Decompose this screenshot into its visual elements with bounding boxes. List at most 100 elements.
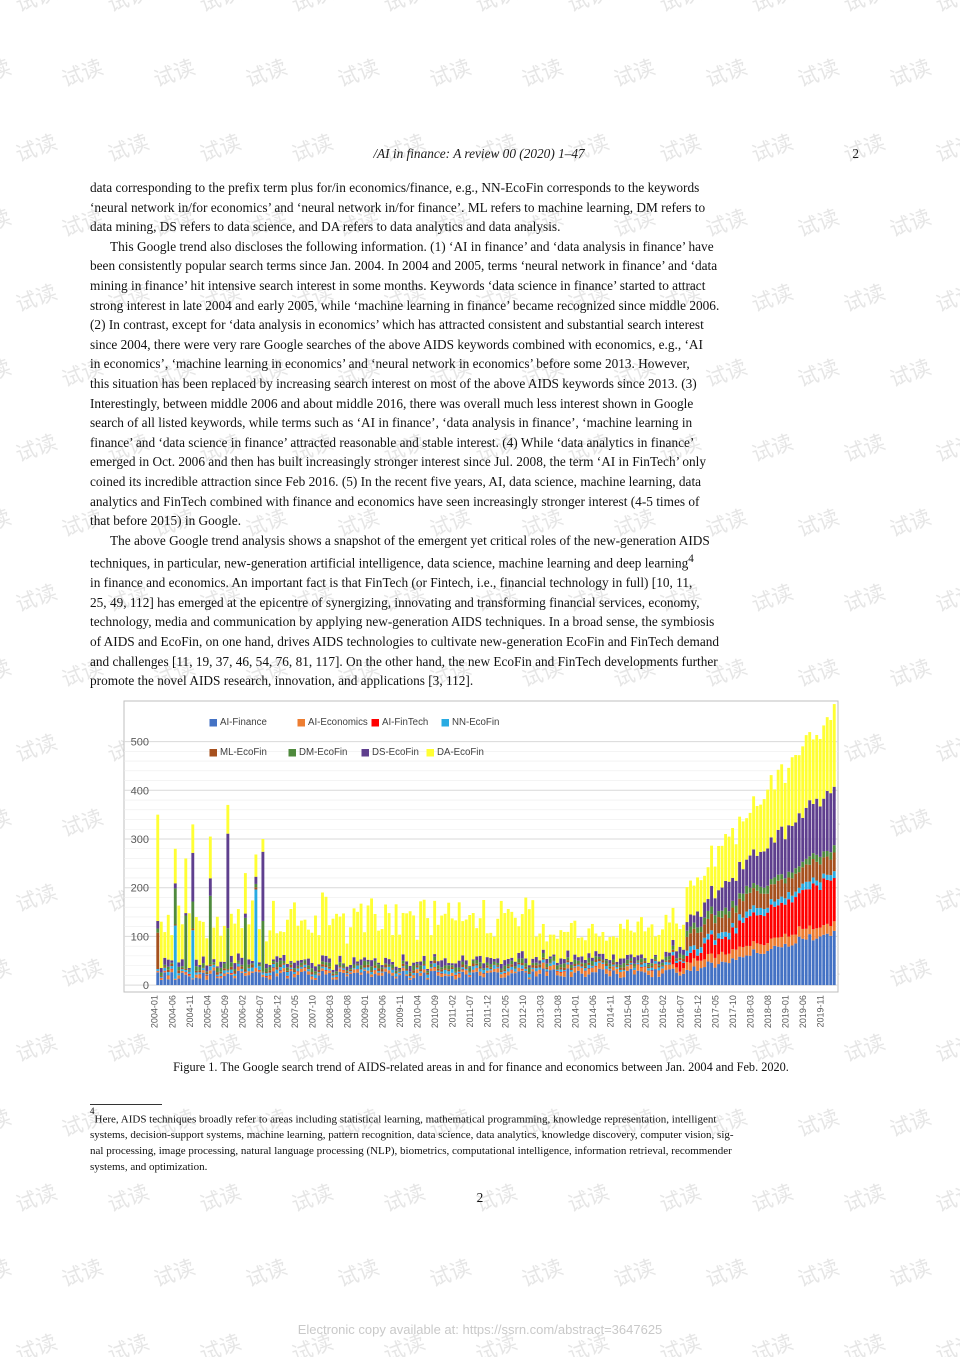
svg-text:试读: 试读 bbox=[611, 56, 658, 92]
svg-text:2014-06: 2014-06 bbox=[588, 995, 598, 1028]
svg-text:试读: 试读 bbox=[243, 56, 290, 92]
svg-text:试读: 试读 bbox=[0, 506, 14, 542]
svg-text:试读: 试读 bbox=[703, 1256, 750, 1292]
svg-text:试读: 试读 bbox=[887, 806, 934, 842]
svg-text:2016-12: 2016-12 bbox=[693, 995, 703, 1028]
svg-text:试读: 试读 bbox=[59, 1256, 106, 1292]
svg-text:试读: 试读 bbox=[335, 56, 382, 92]
svg-text:试读: 试读 bbox=[933, 881, 960, 917]
svg-text:试读: 试读 bbox=[841, 881, 888, 917]
svg-text:试读: 试读 bbox=[703, 56, 750, 92]
svg-text:试读: 试读 bbox=[59, 56, 106, 92]
svg-text:试读: 试读 bbox=[0, 1256, 14, 1292]
svg-text:2018-03: 2018-03 bbox=[746, 995, 756, 1028]
svg-text:试读: 试读 bbox=[795, 1256, 842, 1292]
svg-text:试读: 试读 bbox=[0, 56, 14, 92]
svg-text:100: 100 bbox=[131, 931, 149, 943]
svg-text:2013-08: 2013-08 bbox=[553, 995, 563, 1028]
svg-text:2018-08: 2018-08 bbox=[763, 995, 773, 1028]
svg-text:2005-04: 2005-04 bbox=[202, 995, 212, 1028]
svg-text:试读: 试读 bbox=[13, 1031, 60, 1067]
svg-text:DA-EcoFin: DA-EcoFin bbox=[437, 747, 484, 758]
svg-text:试读: 试读 bbox=[887, 56, 934, 92]
svg-text:2015-04: 2015-04 bbox=[623, 995, 633, 1028]
svg-text:试读: 试读 bbox=[0, 956, 14, 992]
svg-text:试读: 试读 bbox=[933, 731, 960, 767]
svg-text:2004-06: 2004-06 bbox=[167, 995, 177, 1028]
svg-text:2004-11: 2004-11 bbox=[185, 995, 195, 1027]
svg-text:试读: 试读 bbox=[611, 1256, 658, 1292]
svg-text:试读: 试读 bbox=[519, 1256, 566, 1292]
svg-text:2009-11: 2009-11 bbox=[395, 995, 405, 1027]
svg-text:2017-05: 2017-05 bbox=[711, 995, 721, 1028]
svg-text:试读: 试读 bbox=[933, 1031, 960, 1067]
svg-text:试读: 试读 bbox=[887, 206, 934, 242]
svg-text:试读: 试读 bbox=[335, 1256, 382, 1292]
svg-text:试读: 试读 bbox=[13, 581, 60, 617]
svg-text:DS-EcoFin: DS-EcoFin bbox=[372, 747, 419, 758]
svg-text:2011-07: 2011-07 bbox=[465, 995, 475, 1027]
svg-text:试读: 试读 bbox=[59, 806, 106, 842]
svg-text:2017-10: 2017-10 bbox=[728, 995, 738, 1028]
svg-text:试读: 试读 bbox=[197, 0, 244, 17]
svg-text:2010-09: 2010-09 bbox=[430, 995, 440, 1028]
svg-text:2019-06: 2019-06 bbox=[798, 995, 808, 1028]
svg-text:AI-Economics: AI-Economics bbox=[308, 717, 368, 728]
svg-text:2019-11: 2019-11 bbox=[816, 995, 826, 1027]
svg-text:AI-FinTech: AI-FinTech bbox=[382, 717, 428, 728]
svg-text:2005-09: 2005-09 bbox=[220, 995, 230, 1028]
svg-text:试读: 试读 bbox=[13, 0, 60, 17]
svg-text:400: 400 bbox=[131, 785, 149, 797]
svg-text:NN-EcoFin: NN-EcoFin bbox=[452, 717, 499, 728]
svg-text:2008-08: 2008-08 bbox=[343, 995, 353, 1028]
svg-text:2012-05: 2012-05 bbox=[500, 995, 510, 1028]
svg-text:2010-04: 2010-04 bbox=[413, 995, 423, 1028]
svg-text:2016-07: 2016-07 bbox=[676, 995, 686, 1028]
svg-text:试读: 试读 bbox=[565, 0, 612, 17]
svg-text:试读: 试读 bbox=[13, 881, 60, 917]
svg-text:2006-12: 2006-12 bbox=[272, 995, 282, 1028]
svg-text:0: 0 bbox=[143, 980, 149, 992]
svg-text:试读: 试读 bbox=[887, 656, 934, 692]
svg-text:2013-03: 2013-03 bbox=[535, 995, 545, 1028]
svg-text:试读: 试读 bbox=[243, 1256, 290, 1292]
svg-text:试读: 试读 bbox=[933, 581, 960, 617]
svg-text:2019-01: 2019-01 bbox=[781, 995, 791, 1028]
svg-text:ML-EcoFin: ML-EcoFin bbox=[220, 747, 267, 758]
svg-text:试读: 试读 bbox=[59, 956, 106, 992]
svg-text:试读: 试读 bbox=[13, 731, 60, 767]
svg-text:2014-11: 2014-11 bbox=[605, 995, 615, 1027]
svg-text:2004-01: 2004-01 bbox=[150, 995, 160, 1028]
svg-text:试读: 试读 bbox=[0, 1106, 14, 1142]
svg-text:2006-07: 2006-07 bbox=[255, 995, 265, 1028]
svg-text:试读: 试读 bbox=[887, 356, 934, 392]
svg-text:试读: 试读 bbox=[795, 56, 842, 92]
svg-text:试读: 试读 bbox=[841, 0, 888, 17]
svg-text:试读: 试读 bbox=[151, 1256, 198, 1292]
svg-text:试读: 试读 bbox=[749, 0, 796, 17]
svg-text:试读: 试读 bbox=[887, 1106, 934, 1142]
svg-text:试读: 试读 bbox=[841, 1031, 888, 1067]
svg-text:试读: 试读 bbox=[289, 0, 336, 17]
svg-text:2009-01: 2009-01 bbox=[360, 995, 370, 1028]
svg-text:试读: 试读 bbox=[151, 56, 198, 92]
svg-text:2015-09: 2015-09 bbox=[640, 995, 650, 1028]
svg-text:试读: 试读 bbox=[13, 431, 60, 467]
svg-text:试读: 试读 bbox=[0, 656, 14, 692]
svg-text:2007-10: 2007-10 bbox=[307, 995, 317, 1028]
svg-text:AI-Finance: AI-Finance bbox=[220, 717, 267, 728]
svg-text:试读: 试读 bbox=[473, 0, 520, 17]
svg-text:试读: 试读 bbox=[887, 956, 934, 992]
svg-text:2006-02: 2006-02 bbox=[237, 995, 247, 1028]
svg-text:试读: 试读 bbox=[887, 506, 934, 542]
svg-text:2014-01: 2014-01 bbox=[570, 995, 580, 1028]
svg-text:试读: 试读 bbox=[519, 56, 566, 92]
svg-text:2008-03: 2008-03 bbox=[325, 995, 335, 1028]
svg-text:试读: 试读 bbox=[657, 0, 704, 17]
svg-text:试读: 试读 bbox=[105, 0, 152, 17]
svg-text:试读: 试读 bbox=[933, 0, 960, 17]
svg-text:试读: 试读 bbox=[933, 131, 960, 167]
svg-text:试读: 试读 bbox=[427, 56, 474, 92]
svg-text:试读: 试读 bbox=[887, 1256, 934, 1292]
svg-text:试读: 试读 bbox=[427, 1256, 474, 1292]
